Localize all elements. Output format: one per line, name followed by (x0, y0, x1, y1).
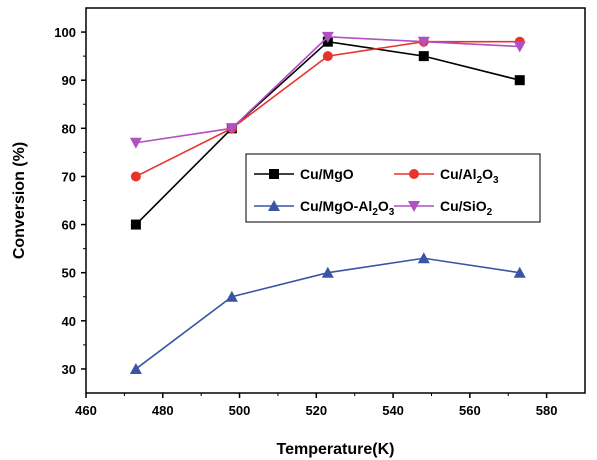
legend-entry: Cu/MgO-Al2O3 (254, 198, 395, 218)
data-point (417, 252, 430, 264)
series-layer (129, 31, 526, 374)
data-point (322, 51, 333, 62)
data-point (513, 41, 526, 53)
legend-box (245, 153, 541, 223)
legend-label: Cu/MgO (300, 166, 354, 182)
x-axis-label: Temperature(K) (277, 441, 395, 458)
series-4 (129, 31, 526, 149)
y-tick-label: 60 (62, 218, 76, 233)
legend-label: Cu/MgO-Al2O3 (300, 198, 395, 218)
y-tick-label: 80 (62, 121, 76, 136)
data-point (514, 75, 525, 86)
y-tick-label: 70 (62, 169, 76, 184)
data-point (130, 171, 141, 182)
legend-entry: Cu/Al2O3 (394, 166, 499, 186)
legend-label: Cu/Al2O3 (440, 166, 499, 186)
legend-swatch-marker (408, 201, 420, 212)
data-point (225, 290, 238, 302)
x-tick-label: 480 (152, 403, 174, 418)
x-tick-label: 580 (536, 403, 558, 418)
y-tick-label: 30 (62, 362, 76, 377)
legend-entry: Cu/SiO2 (394, 198, 493, 218)
x-tick-label: 560 (459, 403, 481, 418)
x-tick-label: 520 (305, 403, 327, 418)
legend-entry: Cu/MgO (254, 166, 354, 182)
x-tick-label: 500 (229, 403, 251, 418)
data-point (129, 362, 142, 374)
y-tick-label: 100 (54, 25, 76, 40)
legend-label: Cu/SiO2 (440, 198, 493, 218)
data-point (321, 266, 334, 278)
data-point (417, 36, 430, 48)
x-tick-label: 460 (75, 403, 97, 418)
data-point (513, 266, 526, 278)
x-tick-label: 540 (382, 403, 404, 418)
data-point (129, 137, 142, 149)
y-tick-label: 40 (62, 314, 76, 329)
data-point (321, 31, 334, 43)
legend-swatch-marker (269, 169, 279, 179)
legend: Cu/MgO Cu/Al2O3 Cu/MgO-Al2O3 Cu/SiO2 (245, 153, 541, 223)
data-point (130, 219, 141, 230)
axes: 460 480 500 520 540 560 580 30 40 50 60 70 80 90 100 (54, 7, 586, 418)
data-point (418, 51, 429, 62)
legend-swatch-marker (268, 200, 280, 211)
data-point (225, 123, 238, 135)
y-tick-label: 50 (62, 266, 76, 281)
y-axis-label: Conversion (%) (11, 142, 28, 259)
series-3 (129, 252, 526, 374)
legend-swatch-marker (409, 169, 419, 179)
y-tick-label: 90 (62, 73, 76, 88)
